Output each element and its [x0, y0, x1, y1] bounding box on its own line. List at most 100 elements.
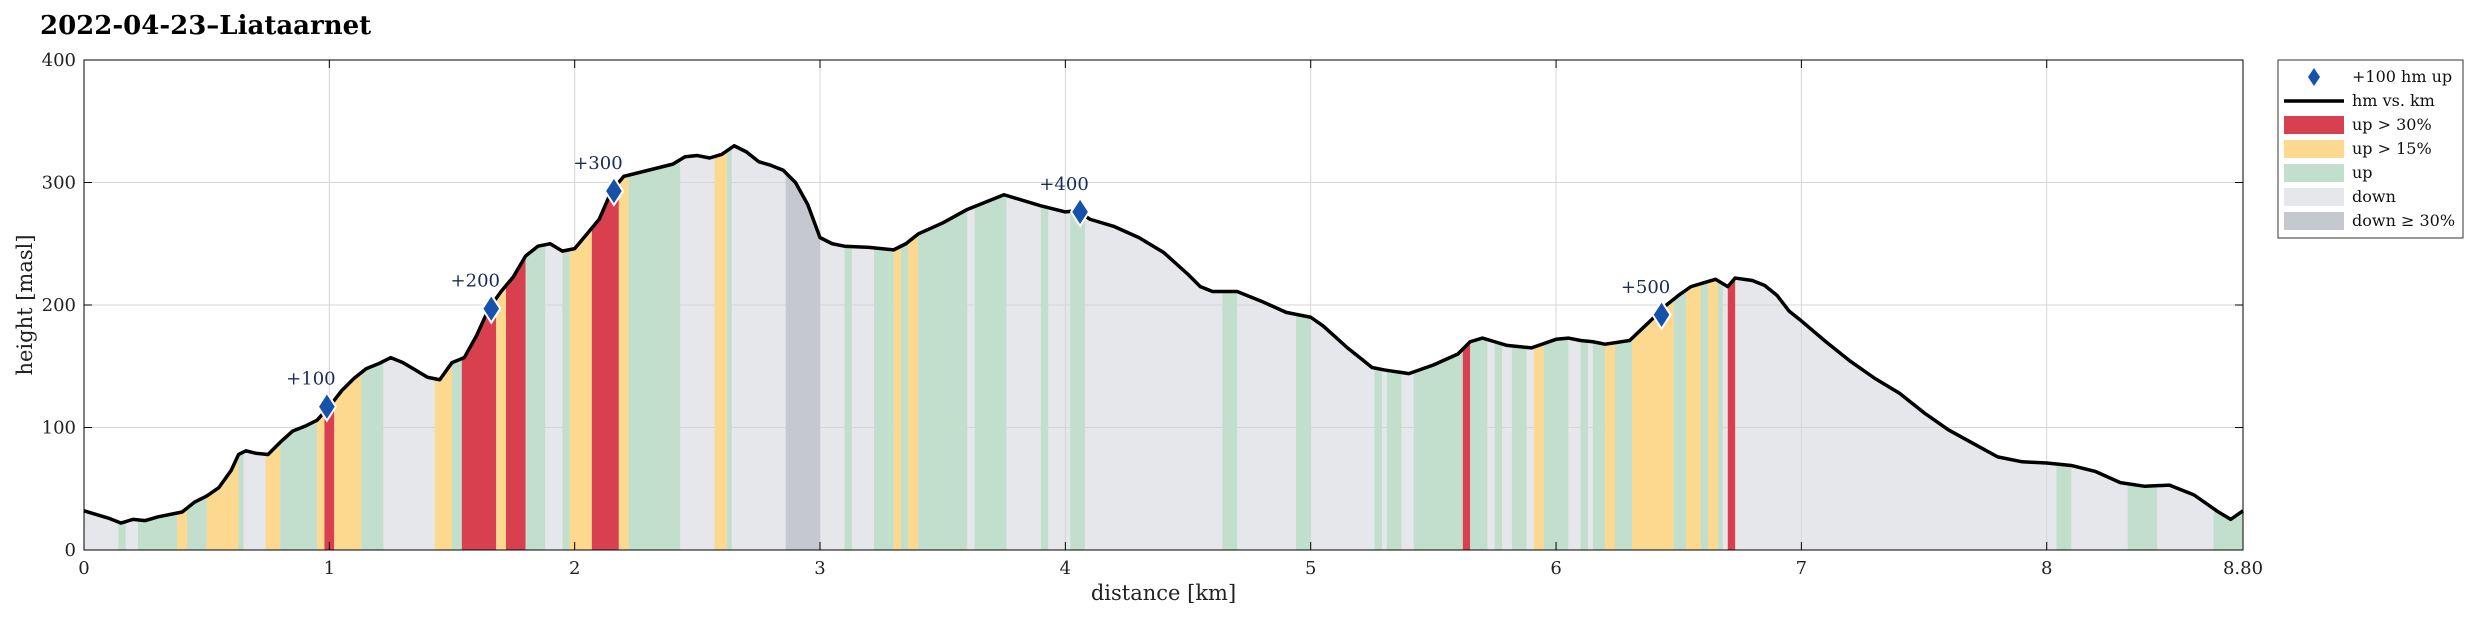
- band-up: [1580, 340, 1588, 550]
- band-up: [2056, 464, 2072, 550]
- band-up: [118, 521, 126, 550]
- band-up: [1470, 338, 1488, 550]
- x-tick-label: 8: [2041, 558, 2052, 579]
- legend-label: +100 hm up: [2352, 67, 2452, 86]
- legend-label: up > 15%: [2352, 139, 2432, 158]
- band-up15: [714, 150, 727, 550]
- y-tick-label: 300: [42, 173, 76, 194]
- axis-ticks: 0 1 2 3 4 5 6 7 8 8.80 0 100 200 300 400: [42, 50, 2263, 579]
- x-tick-label: 1: [324, 558, 335, 579]
- band-up: [628, 159, 681, 550]
- chart-title: 2022-04-23–Liataarnet: [40, 11, 371, 41]
- band-up15: [569, 228, 592, 550]
- climb-marker: [481, 292, 502, 325]
- y-tick-label: 0: [65, 540, 76, 561]
- climb-marker: [316, 390, 338, 423]
- legend-swatch-down: [2284, 188, 2344, 206]
- legend-swatch-up30: [2284, 116, 2344, 134]
- climb-marker-label: +100: [286, 369, 335, 390]
- legend-label: down ≥ 30%: [2352, 211, 2455, 230]
- band-up: [726, 147, 732, 550]
- band-up: [918, 209, 968, 550]
- band-up: [1222, 291, 1238, 550]
- band-up: [361, 361, 384, 550]
- legend-label: up > 30%: [2352, 115, 2432, 134]
- band-up: [187, 496, 207, 550]
- climb-marker: [603, 175, 625, 207]
- band-up: [1040, 205, 1049, 550]
- band-up: [1511, 345, 1527, 550]
- band-up15: [893, 246, 901, 550]
- band-up: [2127, 483, 2158, 550]
- band-up: [1295, 314, 1311, 550]
- y-axis-label: height [masl]: [13, 234, 37, 375]
- band-down30: [785, 172, 821, 550]
- climb-markers: +100 +200 +300 +400 +500: [286, 153, 1672, 423]
- band-up30: [461, 298, 497, 550]
- climb-marker-label: +200: [451, 271, 500, 292]
- band-up30: [505, 256, 526, 550]
- band-up: [452, 358, 462, 550]
- x-tick-label: 5: [1305, 558, 1316, 579]
- profile-line: [83, 144, 2245, 525]
- band-up: [1494, 341, 1503, 550]
- band-up: [1592, 341, 1606, 550]
- band-up30: [591, 182, 619, 550]
- y-tick-label: 100: [42, 418, 76, 439]
- legend-label: hm vs. km: [2352, 91, 2435, 110]
- band-up15: [1686, 283, 1701, 550]
- band-up: [900, 241, 909, 551]
- band-up30: [324, 400, 335, 550]
- x-tick-label: 2: [569, 558, 580, 579]
- band-up: [525, 244, 546, 551]
- legend-label: down: [2352, 187, 2396, 206]
- legend-swatch-up: [2284, 164, 2344, 182]
- band-up15: [434, 362, 453, 550]
- legend-marker-icon: [2308, 68, 2320, 86]
- legend-swatch-up15: [2284, 140, 2344, 158]
- climb-marker-label: +400: [1039, 174, 1088, 195]
- band-up30: [1727, 278, 1736, 550]
- x-tick-label: 0: [78, 558, 89, 579]
- climb-marker-label: +300: [573, 153, 622, 174]
- band-up: [1374, 367, 1382, 550]
- band-up: [2213, 508, 2243, 550]
- band-up15: [1605, 342, 1615, 550]
- band-up: [1413, 349, 1463, 550]
- band-up: [1386, 370, 1402, 550]
- y-tick-label: 400: [42, 50, 76, 71]
- climb-marker: [1069, 196, 1091, 228]
- band-up15: [1708, 279, 1718, 550]
- x-axis-label: distance [km]: [1091, 581, 1236, 605]
- band-up15: [1632, 326, 1645, 550]
- band-up15: [265, 442, 281, 550]
- band-up: [873, 247, 894, 551]
- legend-swatch-down30: [2284, 212, 2344, 230]
- climb-marker-label: +500: [1621, 277, 1670, 298]
- x-tick-label: 8.80: [2223, 558, 2263, 579]
- band-up: [1543, 338, 1569, 550]
- band-up: [1717, 280, 1723, 550]
- x-tick-label: 3: [814, 558, 825, 579]
- band-up15: [334, 372, 362, 550]
- x-tick-label: 7: [1796, 558, 1807, 579]
- y-tick-label: 200: [42, 295, 76, 316]
- band-up: [1700, 281, 1709, 550]
- band-up: [280, 420, 318, 550]
- band-up: [137, 513, 178, 550]
- band-up: [844, 246, 852, 550]
- legend-label: up: [2352, 163, 2373, 182]
- band-up30: [1462, 341, 1471, 550]
- band-up15: [618, 175, 629, 550]
- band-up: [1614, 338, 1633, 550]
- band-up15: [1644, 299, 1674, 550]
- band-up15: [496, 285, 506, 550]
- x-tick-label: 4: [1060, 558, 1071, 579]
- profile-fill: [84, 145, 2243, 550]
- band-up: [974, 195, 1007, 551]
- legend: +100 hm up hm vs. km up > 30% up > 15% up dow…: [2277, 59, 2464, 239]
- band-up: [1673, 290, 1687, 550]
- climb-marker: [1651, 298, 1672, 331]
- band-up15: [908, 233, 919, 550]
